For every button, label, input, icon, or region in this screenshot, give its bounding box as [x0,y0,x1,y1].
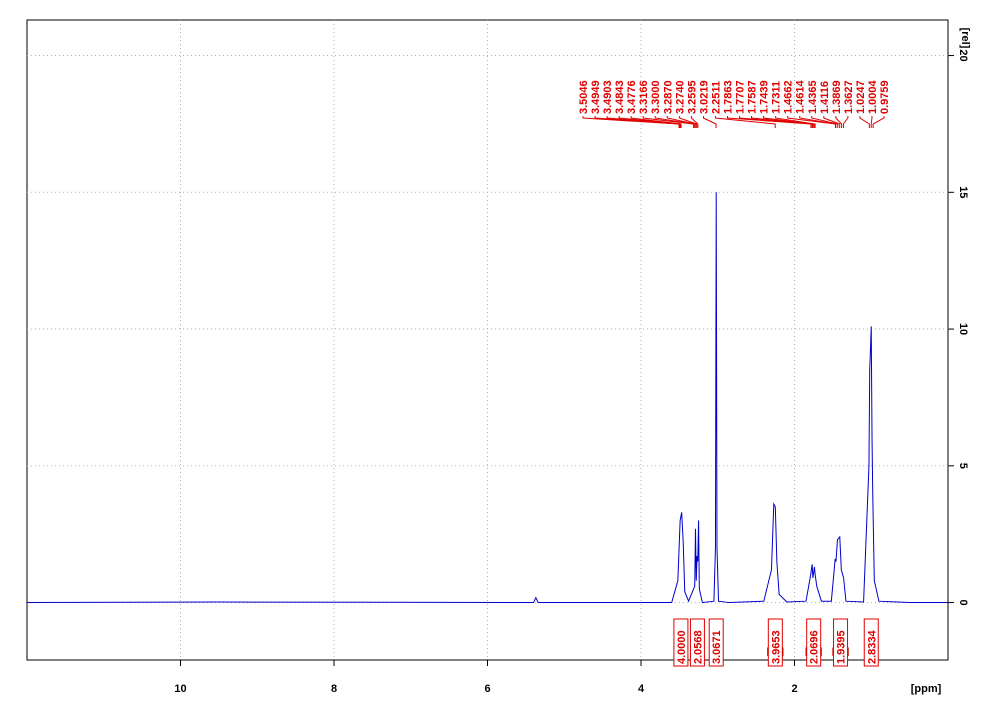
y-tick-label: 5 [957,463,969,469]
peak-pointer [630,116,682,128]
peak-pointer [726,116,812,128]
peak-label: 3.0219 [698,80,710,114]
x-tick-label: 2 [791,683,797,695]
peak-label: 3.4949 [590,80,602,114]
peak-pointer [654,116,696,128]
peak-label: 1.7587 [747,80,759,114]
peak-label: 3.2595 [686,80,698,114]
peak-label: 1.7439 [759,80,771,114]
peak-label: 1.4662 [783,80,795,114]
integral-box [767,618,783,667]
peak-label: 1.0247 [855,80,867,114]
integral-box [806,618,822,667]
y-tick-label: 20 [957,49,969,61]
peak-pointer [702,116,717,128]
x-tick-label: 4 [638,683,645,695]
y-axis-label: [rel] [959,28,971,49]
peak-pointer [799,116,837,128]
spectrum-line [26,192,948,604]
x-tick-label: 10 [174,683,186,695]
peak-pointer [870,116,873,128]
peak-label: 1.7707 [735,80,747,114]
integral-label: 4.0000 [676,630,688,664]
peak-label: 3.4776 [626,80,638,114]
integral-label: 3.0671 [711,630,723,664]
peak-pointer [618,116,682,128]
x-tick-label: 8 [331,683,337,695]
peak-label: 3.2870 [662,80,674,114]
peak-label: 3.4903 [602,80,614,114]
integral-label: 2.0696 [809,630,821,664]
peak-pointer [811,116,839,128]
peak-label: 1.4116 [819,81,831,114]
peak-pointer [678,116,698,128]
peak-label: 1.7311 [771,81,783,114]
integral-box [708,618,724,667]
peak-pointer [775,116,816,128]
integral-label: 3.9653 [770,630,782,664]
peak-pointer [751,116,814,128]
peak-pointer [823,116,841,128]
y-tick-label: 10 [957,323,969,335]
peak-pointer [666,116,697,128]
integral-box [673,618,689,667]
peak-label: 1.7863 [722,80,734,114]
integral-label: 2.8334 [866,629,878,664]
peak-label: 3.3166 [638,80,650,114]
peak-pointer [835,116,843,128]
peak-pointer [872,116,885,128]
peak-pointer [739,116,813,128]
x-tick-label: 6 [484,683,490,695]
peak-label: 3.2740 [674,80,686,114]
y-tick-label: 15 [957,186,969,198]
integral-box [863,618,879,667]
y-tick-label: 0 [957,600,969,606]
x-axis-label: [ppm] [911,683,942,695]
peak-pointer [763,116,815,128]
peak-label: 0.9759 [879,80,891,114]
peak-pointer [642,116,694,128]
integral-box [833,618,849,667]
peak-label: 1.4365 [807,80,819,114]
peak-label: 3.4843 [614,80,626,114]
peak-pointer [842,116,849,128]
peak-label: 2.2511 [710,81,722,114]
peak-label: 1.3627 [843,80,855,114]
peak-label: 3.5046 [578,80,590,114]
peak-pointer [859,116,870,128]
integral-box [689,618,705,667]
peak-label: 1.3869 [831,80,843,114]
peak-pointer [714,116,776,128]
integral-label: 1.9395 [836,630,848,664]
peak-label: 3.3000 [650,80,662,114]
peak-label: 1.4614 [795,79,807,114]
integral-label: 2.0568 [692,630,704,664]
peak-label: 1.0004 [867,79,879,114]
peak-pointer [690,116,699,128]
